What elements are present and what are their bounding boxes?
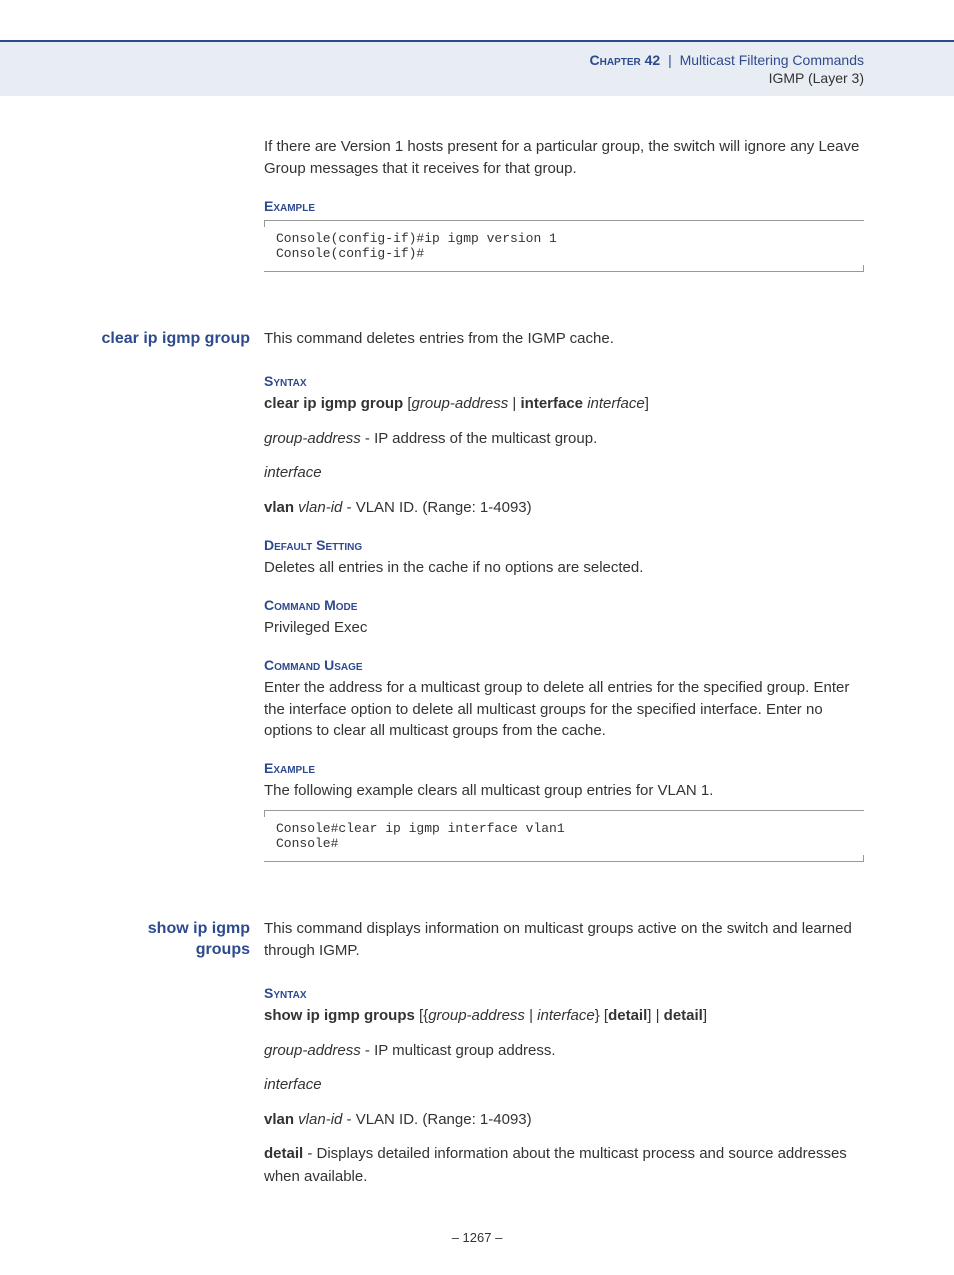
command-usage-label: Command Usage [264,657,864,673]
syntax-label: Syntax [264,373,864,389]
cmd1-param-interface: interface [264,462,864,485]
page-body: If there are Version 1 hosts present for… [0,96,954,1275]
cmd2-param-detail: detail - Displays detailed information a… [264,1143,864,1188]
cmd2-syntax: show ip igmp groups [{group-address | in… [264,1005,864,1028]
cmd1-param-vlan: vlan vlan-id - VLAN ID. (Range: 1-4093) [264,497,864,520]
page-number: 1267 [463,1230,492,1245]
page-header: Chapter 42 | Multicast Filtering Command… [0,40,954,96]
footer-dash-left: – [452,1230,463,1245]
cmd1-default-setting: Deletes all entries in the cache if no o… [264,557,864,579]
header-subtitle: IGMP (Layer 3) [0,70,864,86]
chapter-title: Multicast Filtering Commands [680,52,864,68]
cmd2-param-group-address: group-address - IP multicast group addre… [264,1040,864,1063]
page-footer: – 1267 – [90,1230,864,1245]
code-example-2: Console#clear ip igmp interface vlan1 Co… [264,810,864,862]
code-example-1: Console(config-if)#ip igmp version 1 Con… [264,220,864,272]
command-mode-label: Command Mode [264,597,864,613]
cmd1-syntax: clear ip igmp group [group-address | int… [264,393,864,416]
command-name-clear: clear ip igmp group [90,328,264,350]
example-label: Example [264,198,864,214]
command-name-show: show ip igmp groups [90,918,264,961]
footer-dash-right: – [491,1230,502,1245]
default-setting-label: Default Setting [264,537,864,553]
cmd2-param-vlan: vlan vlan-id - VLAN ID. (Range: 1-4093) [264,1109,864,1132]
header-line1: Chapter 42 | Multicast Filtering Command… [0,52,864,68]
example-label-2: Example [264,760,864,776]
header-separator: | [664,52,676,68]
cmd1-param-group-address: group-address - IP address of the multic… [264,428,864,451]
syntax-label-2: Syntax [264,985,864,1001]
cmd1-description: This command deletes entries from the IG… [264,328,864,350]
cmd1-example-text: The following example clears all multica… [264,780,864,802]
cmd1-command-mode: Privileged Exec [264,617,864,639]
cmd1-command-usage: Enter the address for a multicast group … [264,677,864,742]
cmd2-description: This command displays information on mul… [264,918,864,962]
intro-paragraph: If there are Version 1 hosts present for… [264,136,864,180]
chapter-label: Chapter 42 [590,52,661,68]
cmd2-param-interface: interface [264,1074,864,1097]
